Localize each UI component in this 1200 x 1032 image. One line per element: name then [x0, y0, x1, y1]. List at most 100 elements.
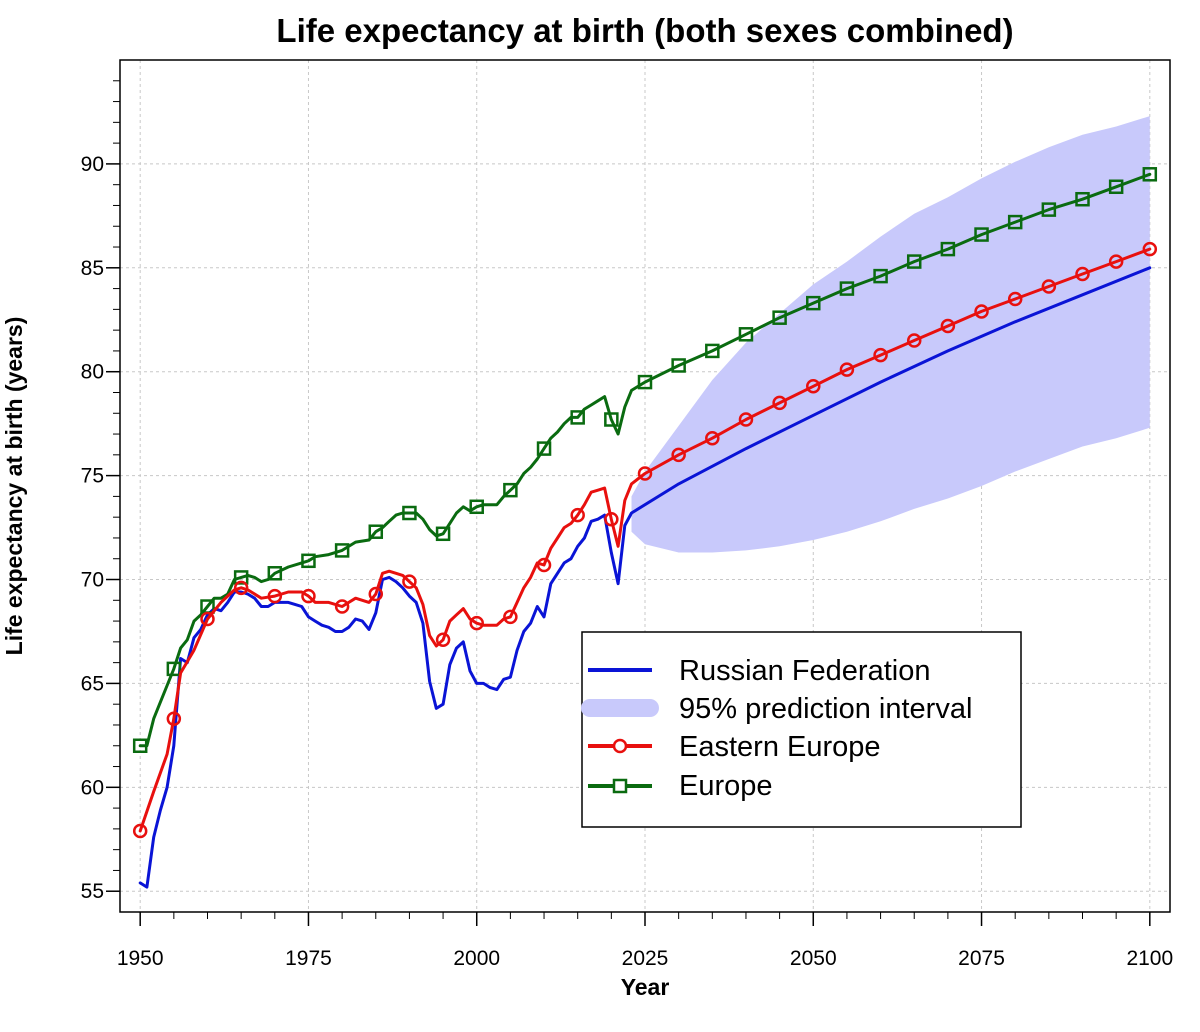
- point-europe-1995: [435, 526, 451, 542]
- point-eastern-europe-1980: [334, 599, 350, 614]
- point-eastern-europe-1975: [301, 588, 316, 604]
- x-tick-label-2000: 2000: [453, 947, 500, 970]
- point-eastern-europe-2070: [940, 318, 956, 334]
- y-tick-label-90: 90: [81, 153, 104, 176]
- point-europe-2020: [604, 412, 619, 427]
- y-tick-label-85: 85: [81, 257, 104, 280]
- legend-label-prediction-interval: 95% prediction interval: [679, 693, 972, 725]
- prediction-interval-layer: [631, 116, 1150, 553]
- legend-item-eastern-europe: Eastern Europe: [588, 731, 881, 763]
- legend-marker-europe: [612, 778, 628, 794]
- point-eastern-europe-2040: [738, 412, 754, 427]
- point-eastern-europe-1970: [267, 588, 283, 604]
- x-tick-label-2025: 2025: [622, 947, 669, 970]
- legend-item-russian-federation: Russian Federation: [588, 655, 930, 687]
- point-europe-2100: [1142, 167, 1158, 182]
- point-europe-1980: [334, 543, 350, 558]
- point-europe-1970: [267, 566, 283, 581]
- point-eastern-europe-2060: [873, 347, 888, 363]
- legend-marker-eastern-europe: [612, 738, 628, 754]
- series-russian-federation: [138, 266, 1152, 889]
- point-europe-2060: [873, 268, 888, 284]
- point-eastern-europe-1995: [435, 632, 451, 648]
- x-tick-label-2050: 2050: [790, 947, 837, 970]
- point-eastern-europe-1950: [132, 823, 148, 839]
- y-tick-label-70: 70: [81, 569, 104, 592]
- axis-layer: 1950 1975 2000 2025 2050 2075 2100 55 60 65 70 75 80…: [81, 80, 1173, 970]
- point-europe-2065: [906, 254, 922, 269]
- point-eastern-europe-2025: [637, 466, 653, 481]
- point-europe-2015: [570, 410, 585, 425]
- legend-label-europe: Europe: [679, 770, 773, 802]
- y-tick-label-65: 65: [81, 672, 104, 695]
- y-tick-label-60: 60: [81, 776, 104, 799]
- point-eastern-europe-2080: [1007, 291, 1023, 307]
- legend-item-prediction-interval: 95% prediction interval: [581, 693, 972, 725]
- series-layer: [132, 167, 1158, 889]
- x-tick-label-2075: 2075: [958, 947, 1005, 970]
- legend-label-russian-federation: Russian Federation: [679, 655, 930, 687]
- y-tick-label-80: 80: [81, 361, 104, 384]
- point-europe-2080: [1007, 214, 1023, 230]
- y-tick-label-75: 75: [81, 465, 104, 488]
- point-eastern-europe-2090: [1075, 266, 1090, 282]
- point-europe-2030: [671, 358, 686, 373]
- point-europe-2010: [536, 441, 552, 456]
- point-europe-1965: [233, 570, 249, 585]
- point-eastern-europe-1955: [166, 711, 182, 726]
- prediction-interval-band: [631, 116, 1150, 553]
- point-eastern-europe-2020: [604, 511, 619, 527]
- point-eastern-europe-1990: [402, 574, 417, 589]
- series-eastern-europe: [132, 241, 1158, 839]
- point-europe-1985: [368, 524, 384, 539]
- point-europe-1955: [166, 661, 182, 677]
- point-europe-1990: [402, 505, 417, 521]
- x-tick-label-1975: 1975: [285, 947, 332, 970]
- point-eastern-europe-2065: [906, 333, 922, 348]
- point-eastern-europe-2085: [1041, 279, 1057, 294]
- point-eastern-europe-2010: [536, 557, 552, 573]
- point-eastern-europe-1965: [233, 580, 249, 596]
- legend-item-europe: Europe: [588, 770, 773, 802]
- x-tick-label-2100: 2100: [1126, 947, 1173, 970]
- point-europe-2005: [503, 482, 518, 498]
- y-axis-title: Life expectancy at birth (years): [1, 317, 27, 656]
- point-europe-2055: [839, 281, 855, 296]
- point-eastern-europe-2035: [705, 430, 720, 446]
- legend-label-eastern-europe: Eastern Europe: [679, 731, 881, 763]
- x-axis-title: Year: [621, 974, 670, 1000]
- point-europe-1950: [132, 738, 148, 754]
- point-europe-2095: [1108, 179, 1124, 195]
- point-eastern-europe-2095: [1108, 254, 1124, 269]
- point-eastern-europe-2045: [772, 395, 787, 411]
- series-europe: [132, 167, 1158, 754]
- legend: Russian Federation 95% prediction interv…: [581, 631, 1022, 828]
- point-eastern-europe-2075: [974, 304, 989, 319]
- point-eastern-europe-2005: [503, 609, 518, 625]
- point-europe-2075: [974, 227, 989, 242]
- point-europe-2085: [1041, 202, 1057, 217]
- y-tick-label-55: 55: [81, 880, 104, 903]
- point-europe-2070: [940, 241, 956, 257]
- point-eastern-europe-1985: [368, 586, 384, 602]
- series-line-russian-federation: [138, 266, 1152, 889]
- point-eastern-europe-1960: [200, 611, 215, 627]
- point-europe-2050: [806, 295, 821, 311]
- point-eastern-europe-2100: [1142, 241, 1158, 257]
- point-europe-1975: [301, 553, 316, 569]
- point-eastern-europe-2000: [469, 615, 484, 631]
- plot-border: [119, 59, 1171, 913]
- point-eastern-europe-2015: [570, 507, 585, 523]
- legend-box: [581, 631, 1022, 828]
- point-europe-2025: [637, 374, 653, 390]
- point-europe-2000: [469, 499, 484, 515]
- point-europe-2045: [772, 310, 787, 325]
- point-europe-2035: [705, 343, 720, 359]
- point-eastern-europe-2055: [839, 362, 855, 377]
- point-europe-2090: [1075, 191, 1090, 207]
- point-eastern-europe-2030: [671, 447, 686, 463]
- point-europe-2040: [738, 327, 754, 342]
- chart-title: Life expectancy at birth (both sexes com…: [276, 12, 1013, 49]
- point-eastern-europe-2050: [806, 379, 821, 394]
